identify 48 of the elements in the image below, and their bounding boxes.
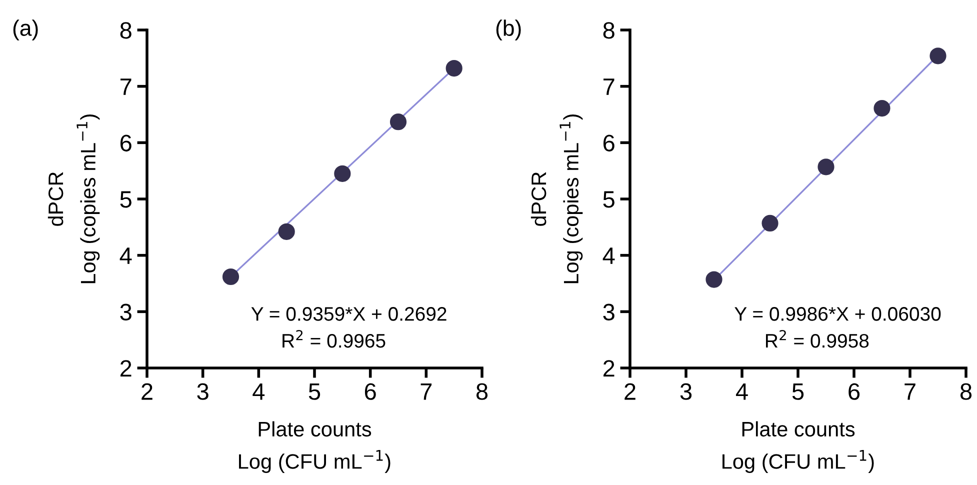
x-tick-label: 7 [420, 383, 432, 400]
x-tick-label: 7 [904, 383, 916, 400]
x-tick-label: 5 [792, 383, 804, 400]
y-tick-label: 5 [603, 191, 614, 208]
x-tick-label: 3 [197, 383, 208, 400]
x-tick-label: 6 [848, 383, 860, 400]
y-tick-label: 3 [120, 304, 132, 320]
text: (b) [496, 20, 521, 40]
y-tick-label: 7 [603, 78, 614, 95]
y-tick-label: 2 [603, 360, 614, 377]
y-tick-label: 2 [120, 360, 132, 377]
point [334, 165, 351, 182]
y-tick-label: 6 [603, 134, 614, 152]
y-axis-title: dPCR Log (copies mL$^{−1}$) [530, 114, 583, 284]
point [278, 223, 295, 240]
y-tick-label: 7 [120, 78, 132, 95]
y-tick-label: 8 [603, 22, 614, 39]
y-tick-label: 3 [603, 304, 614, 320]
x-axis-title: Plate counts Log (CFU mL$^{−1}$) [722, 421, 874, 473]
point [930, 48, 946, 64]
x-tick-label: 5 [308, 383, 320, 400]
point [874, 100, 890, 117]
x-axis-title: Plate counts Log (CFU mL$^{−1}$) [239, 421, 390, 473]
x-tick-label: 4 [252, 383, 265, 400]
x-tick-label: 2 [142, 383, 152, 400]
x-tick-label: 3 [680, 383, 692, 400]
point [446, 60, 462, 77]
y-tick-label: 6 [120, 134, 132, 152]
y-tick-label: 8 [120, 22, 132, 39]
point [706, 271, 722, 288]
x-tick-label: 4 [736, 383, 748, 400]
text: (a) [13, 20, 38, 40]
y-tick-label: 5 [120, 191, 132, 208]
point [762, 214, 778, 232]
x-tick-label: 6 [364, 383, 376, 400]
point [390, 114, 407, 130]
annotation: R$^{2}$ = 0.9965 [282, 330, 386, 348]
x-tick-label: 8 [960, 383, 972, 400]
annotation: R$^{2}$ = 0.9958 [766, 330, 869, 348]
annotation: Y = 0.9986*X + 0.06030 [734, 307, 941, 321]
y-tick-label: 4 [602, 248, 615, 264]
x-tick-label: 8 [476, 383, 488, 400]
x-tick-label: 2 [624, 383, 636, 400]
point [818, 158, 834, 176]
y-tick-label: 4 [120, 248, 132, 264]
point [222, 268, 240, 286]
annotation: Y = 0.9359*X + 0.2692 [251, 307, 446, 321]
y-axis-title: dPCR Log (copies mL$^{−1}$) [48, 114, 100, 284]
